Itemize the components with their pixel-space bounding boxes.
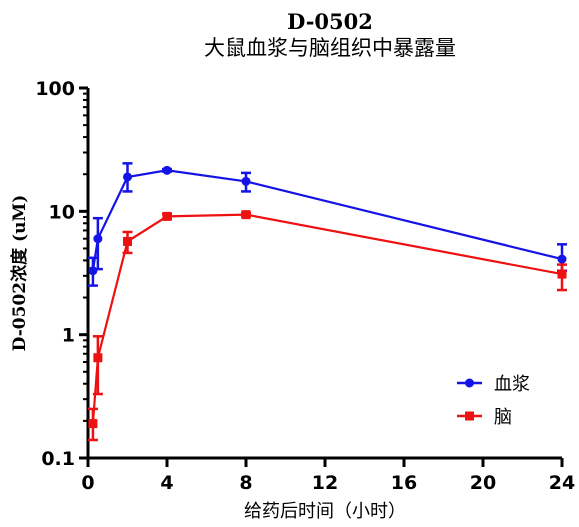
x-tick-label: 0	[81, 472, 94, 494]
x-tick-label: 8	[239, 472, 252, 494]
x-tick-label: 24	[549, 472, 575, 494]
data-point	[88, 266, 98, 276]
series-line	[91, 213, 563, 424]
legend: 血浆脑	[457, 374, 530, 428]
data-point	[123, 172, 132, 182]
chart-subtitle: 大鼠血浆与脑组织中暴露量	[204, 36, 456, 60]
x-tick-label: 12	[312, 472, 338, 494]
data-point	[162, 211, 172, 221]
legend-label: 血浆	[494, 374, 530, 395]
data-point	[93, 234, 103, 244]
data-point	[241, 176, 251, 186]
x-tick-label: 4	[160, 472, 173, 494]
series-2	[87, 210, 567, 442]
x-ticks: 0 4 8 12 16 20 24	[81, 458, 575, 494]
data-point	[88, 419, 98, 429]
legend-marker	[465, 411, 474, 421]
y-tick-label: 100	[35, 78, 75, 100]
data-point	[557, 254, 567, 264]
data-point	[557, 269, 567, 279]
y-axis-label: D-0502浓度 (uM)	[9, 195, 30, 352]
y-ticks: 0.1 1 10 100	[35, 78, 88, 470]
series-1	[87, 162, 567, 287]
x-tick-label: 20	[470, 472, 496, 494]
x-tick-label: 16	[391, 472, 417, 494]
legend-label: 脑	[494, 407, 512, 428]
y-tick-label: 10	[49, 201, 75, 223]
data-point	[241, 210, 251, 220]
series-layer	[87, 162, 567, 442]
x-axis-label: 给药后时间（小时）	[244, 501, 406, 522]
y-tick-label: 1	[62, 325, 75, 347]
chart-title: D-0502	[287, 9, 373, 34]
legend-marker	[465, 378, 474, 388]
axes	[86, 88, 562, 460]
data-point	[93, 353, 103, 363]
y-tick-label: 0.1	[41, 448, 75, 470]
data-point	[162, 165, 172, 175]
data-point	[123, 236, 132, 246]
